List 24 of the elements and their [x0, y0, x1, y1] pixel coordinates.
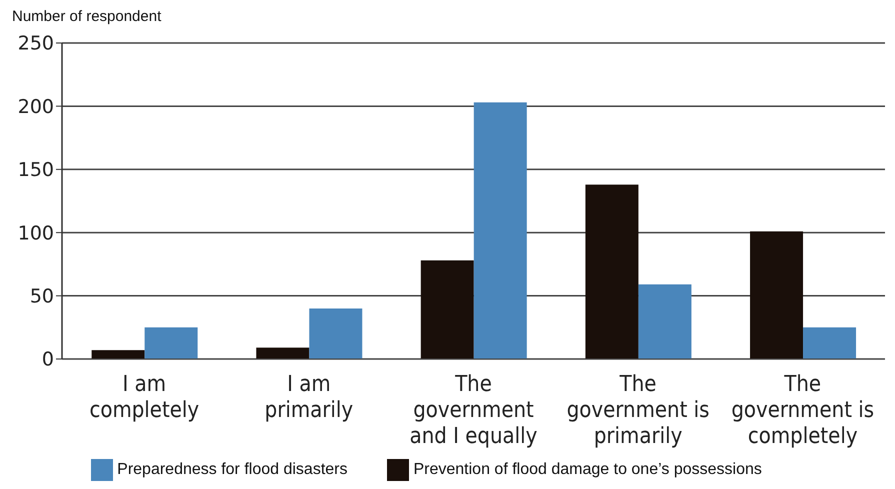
- bar: [750, 231, 804, 359]
- bar: [638, 284, 692, 359]
- bar: [474, 102, 527, 359]
- y-axis-title: Number of respondent: [12, 8, 162, 25]
- x-tick-label: The government is completely: [731, 372, 874, 449]
- bar: [144, 327, 198, 359]
- y-tick-label: 250: [18, 32, 54, 55]
- legend-label: Prevention of flood damage to one’s possessions: [413, 461, 762, 478]
- x-tick-label: I am completely: [89, 372, 200, 423]
- y-tick-label: 150: [18, 159, 54, 182]
- y-tick-label: 200: [18, 96, 54, 118]
- y-tick-label: 50: [30, 286, 54, 308]
- bar: [309, 308, 362, 359]
- y-tick-label: 100: [18, 222, 54, 244]
- x-tick-label: The government and I equally: [410, 372, 538, 449]
- bar: [803, 327, 856, 359]
- bar: [256, 348, 310, 359]
- x-tick-label: The government is primarily: [566, 372, 710, 449]
- legend-label: Preparedness for flood disasters: [117, 461, 348, 478]
- bar: [585, 184, 638, 359]
- bar: [92, 350, 145, 359]
- x-tick-label: I am primarily: [264, 372, 354, 423]
- bar: [420, 260, 474, 359]
- y-tick-label: 0: [42, 348, 54, 371]
